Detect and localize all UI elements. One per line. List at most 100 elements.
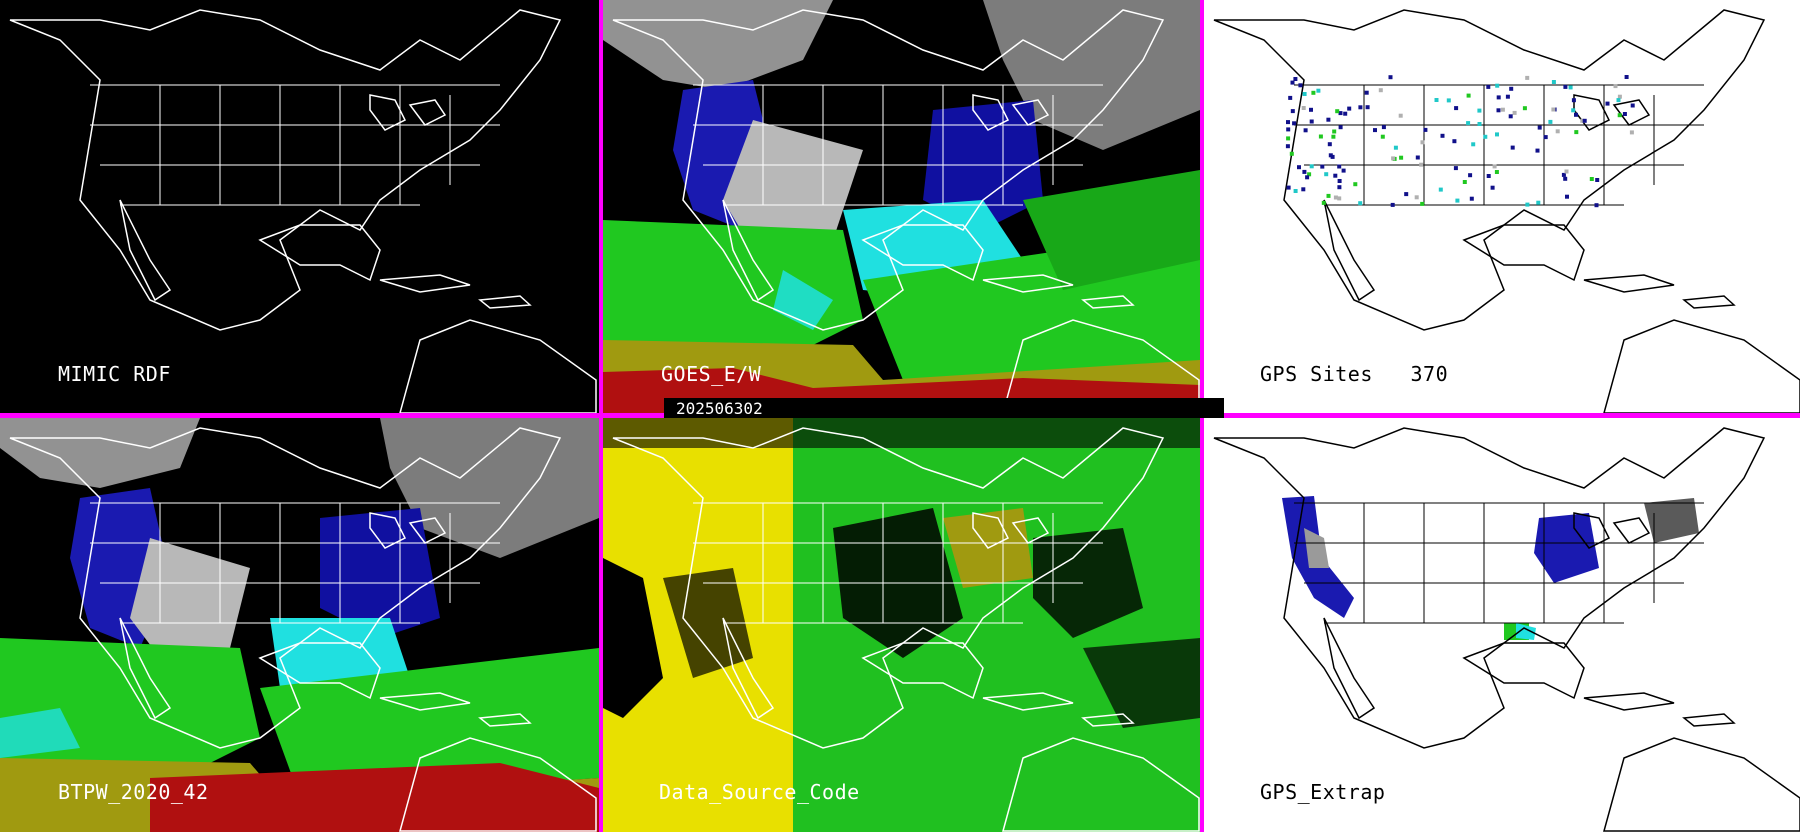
gps-site-marker xyxy=(1297,165,1301,170)
gps-site-marker xyxy=(1365,105,1370,110)
gps-site-marker xyxy=(1293,189,1298,193)
gps-site-marker xyxy=(1316,88,1321,93)
gps-site-marker xyxy=(1318,134,1323,139)
precipitable-water-field xyxy=(603,0,1200,413)
gps-site-marker xyxy=(1399,155,1404,160)
gps-site-marker xyxy=(1589,177,1594,181)
timestamp: 202506302 xyxy=(676,399,763,418)
gps-site-marker xyxy=(1288,95,1293,100)
gps-site-marker xyxy=(1629,130,1634,135)
gps-site-marker xyxy=(1477,108,1482,113)
gps-site-marker xyxy=(1285,144,1290,149)
gps-site-marker xyxy=(1536,200,1541,205)
panel-label: GOES_E/W xyxy=(661,362,762,386)
gps-site-marker xyxy=(1492,164,1497,169)
gps-site-marker xyxy=(1333,173,1338,178)
gps-site-marker xyxy=(1543,135,1548,140)
panel-label: GPS Sites 370 xyxy=(1260,362,1449,386)
gps-site-marker xyxy=(1594,203,1599,208)
gps-site-marker xyxy=(1509,86,1514,91)
gps-site-marker xyxy=(1341,168,1346,173)
gps-site-marker xyxy=(1286,136,1291,141)
gps-site-marker xyxy=(1617,113,1622,118)
gps-site-marker xyxy=(1454,106,1459,111)
precipitable-water-field xyxy=(0,418,599,832)
gps-site-marker xyxy=(1495,83,1500,88)
gps-site-marker xyxy=(1605,101,1610,106)
gps-site-marker xyxy=(1290,109,1295,114)
gps-site-marker xyxy=(1455,198,1460,203)
gps-site-marker xyxy=(1373,128,1377,133)
gps-site-marker xyxy=(1571,98,1576,103)
gps-site-marker xyxy=(1419,162,1424,167)
panel-label: BTPW_2020_42 xyxy=(58,780,209,804)
gps-site-marker xyxy=(1343,111,1348,116)
gps-extrapolation-field xyxy=(1282,496,1699,640)
gps-site-marker xyxy=(1332,129,1337,134)
gps-site-marker xyxy=(1496,108,1501,113)
gps-site-marker xyxy=(1462,180,1467,184)
gps-site-marker xyxy=(1292,121,1297,126)
gps-site-marker xyxy=(1453,166,1458,171)
gps-site-marker xyxy=(1624,75,1629,79)
gps-site-marker xyxy=(1307,172,1312,177)
gps-site-marker xyxy=(1358,105,1363,110)
gps-site-marker xyxy=(1512,110,1517,115)
gps-site-marker xyxy=(1286,120,1290,125)
timestamp-bar: 202506302 xyxy=(664,398,1224,418)
map-canvas xyxy=(1204,0,1800,413)
gps-site-marker xyxy=(1326,193,1331,198)
gps-site-marker xyxy=(1286,185,1291,190)
gps-site-marker xyxy=(1438,187,1443,192)
gps-site-marker xyxy=(1290,80,1295,85)
gps-site-marker xyxy=(1561,172,1566,177)
gps-site-marker xyxy=(1630,103,1635,108)
gps-site-marker xyxy=(1358,201,1363,206)
gps-site-marker xyxy=(1595,178,1600,182)
gps-site-marker xyxy=(1466,93,1471,98)
gps-site-marker xyxy=(1286,127,1291,132)
gps-site-marker xyxy=(1617,94,1622,99)
gps-site-marker xyxy=(1483,134,1488,139)
map-canvas xyxy=(603,418,1200,832)
gps-site-marker xyxy=(1500,107,1505,112)
gps-site-marker xyxy=(1347,106,1352,111)
gps-site-marker xyxy=(1494,170,1499,174)
gps-site-marker xyxy=(1525,202,1530,207)
gps-site-marker xyxy=(1565,194,1569,199)
gps-site-marker xyxy=(1468,173,1473,178)
gps-site-marker xyxy=(1353,182,1358,187)
gps-site-marker xyxy=(1337,164,1342,169)
map-panel-btpw: BTPW_2020_42 xyxy=(0,418,599,832)
gps-site-marker xyxy=(1320,164,1325,169)
gps-site-marker xyxy=(1548,119,1553,124)
gps-site-marker xyxy=(1490,185,1495,190)
gps-site-marker xyxy=(1391,156,1396,161)
gps-site-marker xyxy=(1321,200,1326,205)
gps-site-marker xyxy=(1571,108,1576,113)
gps-site-marker xyxy=(1289,151,1294,156)
gps-site-markers xyxy=(1285,75,1635,208)
gps-site-marker xyxy=(1380,134,1385,139)
gps-site-marker xyxy=(1563,176,1568,181)
gps-site-marker xyxy=(1398,113,1403,118)
gps-site-marker xyxy=(1302,92,1307,96)
gps-site-marker xyxy=(1330,154,1335,159)
gps-site-marker xyxy=(1420,140,1425,145)
gps-site-marker xyxy=(1420,201,1425,206)
gps-site-marker xyxy=(1446,98,1451,103)
gps-site-marker xyxy=(1622,112,1627,116)
gps-site-marker xyxy=(1434,98,1439,102)
gps-site-marker xyxy=(1326,117,1331,122)
gps-site-marker xyxy=(1495,132,1499,137)
gps-site-marker xyxy=(1311,90,1316,95)
gps-site-marker xyxy=(1423,127,1428,132)
gps-site-marker xyxy=(1574,112,1578,117)
gps-site-marker xyxy=(1510,145,1515,150)
map-panel-goes: GOES_E/W xyxy=(603,0,1200,413)
gps-site-marker xyxy=(1508,114,1513,119)
gps-site-marker xyxy=(1496,95,1501,100)
gps-site-marker xyxy=(1582,118,1587,123)
gps-site-marker xyxy=(1393,145,1398,150)
gps-site-marker xyxy=(1309,119,1314,124)
